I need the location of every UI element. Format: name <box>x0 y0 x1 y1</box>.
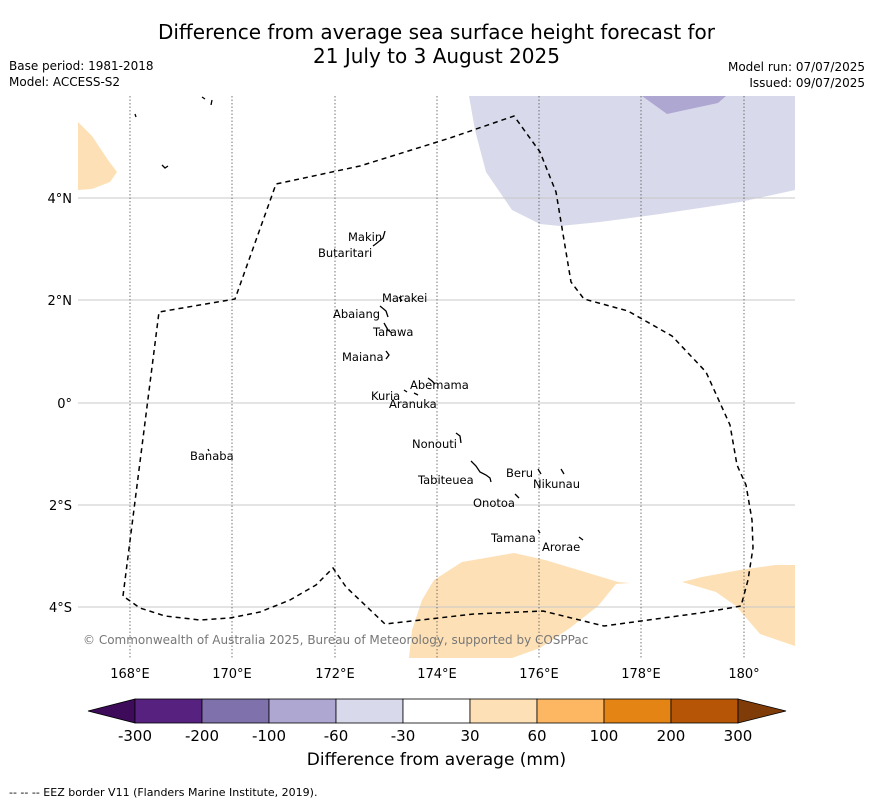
lon-label: 174°E <box>417 667 457 682</box>
lat-label: 2°N <box>48 294 73 309</box>
colorbar-swatch <box>469 698 538 724</box>
place-label: Abemama <box>410 378 469 392</box>
lat-labels: 4°N 2°N 0° 2°S 4°S <box>48 192 73 616</box>
eez-footnote: -- -- -- EEZ border V11 (Flanders Marine… <box>9 786 318 799</box>
place-label: Maiana <box>342 350 384 364</box>
place-label: Nonouti <box>412 437 457 451</box>
colorbar-swatch <box>134 698 203 724</box>
colorbar-tick: 30 <box>460 727 479 745</box>
place-label: Marakei <box>382 291 427 305</box>
place-label: Makin <box>348 230 382 244</box>
colorbar-swatch <box>268 698 337 724</box>
lat-label: 4°S <box>49 601 72 616</box>
eez-border <box>122 115 754 627</box>
place-label: Nikunau <box>533 477 580 491</box>
lon-label: 176°E <box>519 667 559 682</box>
place-label: Tamana <box>490 531 536 545</box>
shade-orange-west <box>78 122 117 190</box>
title-line-1: Difference from average sea surface heig… <box>157 20 716 44</box>
colorbar-tick: 200 <box>657 727 686 745</box>
base-period: Base period: 1981-2018 <box>9 59 154 73</box>
model-name: Model: ACCESS-S2 <box>9 75 121 89</box>
place-label: Onotoa <box>473 496 515 510</box>
colorbar-ticks: -300 -200 -100 -60 -30 30 60 100 200 300 <box>118 727 752 745</box>
lon-label: 180° <box>728 667 759 682</box>
copyright-notice: © Commonwealth of Australia 2025, Bureau… <box>83 633 588 647</box>
meta-left: Base period: 1981-2018 Model: ACCESS-S2 <box>9 58 154 90</box>
shade-orange-south <box>409 553 630 658</box>
lat-label: 2°S <box>49 499 72 514</box>
lat-label: 4°N <box>48 192 73 207</box>
lon-label: 170°E <box>212 667 252 682</box>
lon-label: 178°E <box>621 667 661 682</box>
place-label: Abaiang <box>333 307 380 321</box>
colorbar-high-arrow <box>737 698 787 724</box>
shade-orange-east <box>682 565 795 646</box>
issued-date: Issued: 09/07/2025 <box>749 76 865 90</box>
colorbar-tick: 300 <box>724 727 753 745</box>
lon-gridlines <box>129 96 745 658</box>
lon-label: 172°E <box>315 667 355 682</box>
place-label: Kuria <box>371 389 400 403</box>
colorbar-title: Difference from average (mm) <box>306 750 567 770</box>
shade-mid-purple <box>642 96 726 114</box>
lon-labels: 168°E 170°E 172°E 174°E 176°E 178°E 180° <box>110 667 759 682</box>
meta-right: Model run: 07/07/2025 Issued: 09/07/2025 <box>728 59 865 91</box>
place-label: Banaba <box>190 449 234 463</box>
place-label: Tabiteuea <box>417 473 474 487</box>
colorbar-tick: -200 <box>185 727 219 745</box>
colorbar-swatch <box>603 698 672 724</box>
colorbar-tick: -100 <box>252 727 286 745</box>
lon-label: 168°E <box>110 667 150 682</box>
colorbar-swatch <box>670 698 739 724</box>
map-area: Makin Butaritari Marakei Abaiang Tarawa … <box>78 96 795 658</box>
model-run: Model run: 07/07/2025 <box>727 60 865 74</box>
lat-gridlines <box>78 197 795 608</box>
colorbar-tick: 60 <box>527 727 546 745</box>
colorbar-tick: -300 <box>118 727 152 745</box>
place-names: Makin Butaritari Marakei Abaiang Tarawa … <box>190 230 580 554</box>
colorbar-swatch <box>402 698 471 724</box>
lat-label: 0° <box>57 397 72 412</box>
colorbar: -300 -200 -100 -60 -30 30 60 100 200 300 <box>87 698 787 745</box>
place-label: Tarawa <box>372 325 413 339</box>
colorbar-swatch <box>335 698 404 724</box>
colorbar-tick: -60 <box>324 727 349 745</box>
colorbar-tick: -30 <box>391 727 416 745</box>
place-label: Arorae <box>542 540 580 554</box>
place-label: Aranuka <box>389 397 437 411</box>
colorbar-swatch <box>201 698 270 724</box>
place-label: Butaritari <box>318 246 372 260</box>
shade-light-purple <box>469 96 795 226</box>
colorbar-swatch <box>536 698 605 724</box>
place-label: Beru <box>506 466 533 480</box>
colorbar-tick: 100 <box>590 727 619 745</box>
island-outlines <box>134 96 584 541</box>
colorbar-low-arrow <box>87 698 136 724</box>
map-title: Difference from average sea surface heig… <box>0 20 873 68</box>
title-line-2: 21 July to 3 August 2025 <box>313 44 560 68</box>
